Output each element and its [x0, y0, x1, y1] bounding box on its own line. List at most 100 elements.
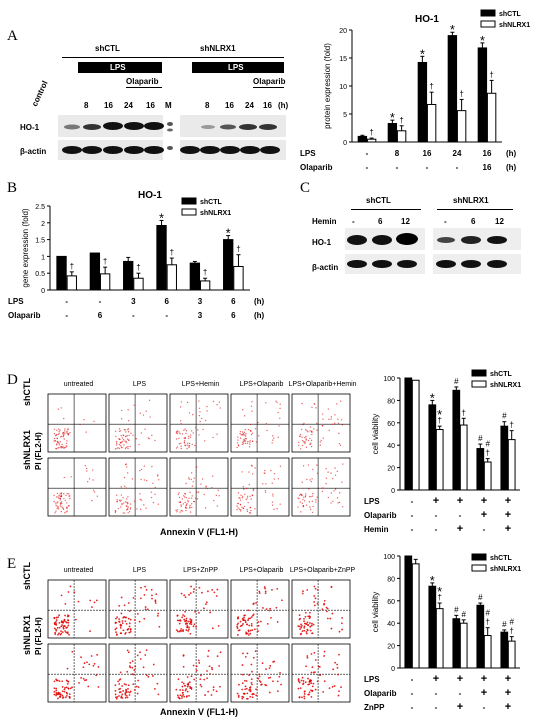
flow-dot: [66, 682, 69, 685]
flow-dot: [125, 487, 127, 489]
flow-dot: [62, 433, 64, 435]
flow-dot: [239, 430, 242, 433]
flow-dot: [125, 622, 128, 625]
flow-condition-title: LPS+Olaparib+Hemin: [288, 381, 356, 388]
flow-dot: [65, 511, 67, 513]
flow-dot: [88, 478, 91, 480]
flow-dot: [54, 631, 57, 634]
flow-dot: [117, 680, 120, 683]
flow-dot: [213, 499, 215, 502]
flow-dot: [276, 621, 279, 623]
flow-dot: [323, 603, 325, 606]
flow-dot: [250, 498, 252, 500]
flow-dot: [248, 446, 251, 448]
bar: [428, 585, 437, 669]
flow-dot: [67, 619, 69, 621]
flow-dot: [186, 626, 189, 629]
flow-dot: [190, 430, 193, 432]
flow-dot: [63, 476, 65, 479]
flow-dot: [143, 504, 145, 506]
flow-dot: [311, 500, 314, 503]
flow-dot: [67, 428, 69, 430]
flow-dot: [58, 494, 60, 497]
flow-dot: [155, 593, 158, 596]
flow-dot: [178, 630, 181, 633]
flow-dot: [139, 658, 142, 660]
flow-dot: [330, 586, 333, 588]
flow-dot: [216, 588, 219, 591]
flow-dot: [215, 595, 218, 597]
flow-dot: [313, 403, 315, 405]
flow-dot: [59, 493, 61, 495]
flow-dot: [237, 696, 240, 698]
flow-dot: [59, 497, 62, 499]
flow-dot: [204, 694, 206, 696]
flow-dot: [334, 474, 337, 476]
flow-d-row-shnlrx1: shNLRX1: [22, 429, 32, 470]
flow-dot: [124, 447, 127, 450]
flow-dot: [56, 492, 59, 495]
flow-dot: [247, 634, 250, 636]
flow-dot: [198, 414, 201, 417]
flow-dot: [179, 433, 181, 435]
flow-dot: [338, 442, 341, 445]
flow-dot: [154, 486, 156, 489]
flow-dot: [334, 661, 336, 664]
flow-dot: [125, 431, 127, 433]
flow-dot: [247, 630, 250, 633]
legend-swatch: [471, 369, 487, 377]
flow-dot: [178, 431, 180, 433]
flow-dot: [306, 629, 309, 632]
flow-dot: [57, 506, 59, 508]
flow-dot: [249, 686, 252, 689]
y-tick-label: 100: [383, 554, 395, 561]
flow-dot: [212, 688, 215, 691]
significance-mark: #: [485, 440, 490, 449]
flow-dot: [316, 602, 319, 605]
flow-dot: [211, 486, 213, 489]
flow-dot: [198, 400, 200, 402]
flow-dot: [59, 499, 61, 501]
flow-dot: [187, 682, 190, 685]
table-cell: +: [481, 495, 487, 507]
flow-dot: [205, 486, 207, 488]
flow-dot: [337, 422, 340, 425]
flow-dot: [237, 444, 240, 446]
flow-dot: [273, 478, 276, 480]
flow-dot: [244, 428, 246, 431]
bar: [233, 265, 244, 291]
flow-dot: [189, 504, 191, 507]
flow-dot: [91, 606, 93, 609]
flow-dot: [85, 679, 88, 681]
flow-dot: [144, 606, 147, 608]
flow-dot: [301, 402, 303, 405]
flow-dot: [245, 487, 248, 490]
flow-dot: [55, 691, 58, 694]
flow-dot: [144, 428, 146, 430]
table-row-label: Olaparib: [364, 511, 397, 520]
flow-dot: [311, 406, 313, 409]
flow-dot: [322, 487, 325, 489]
flow-dot: [272, 661, 275, 663]
table-cell: 8: [395, 149, 400, 158]
flow-dot: [271, 501, 274, 503]
flow-dot: [182, 495, 185, 497]
flow-dot: [310, 682, 313, 685]
flow-dot: [53, 494, 55, 497]
flow-dot: [114, 511, 117, 514]
blot-c-hemin-value: 12: [401, 217, 410, 226]
flow-dot: [259, 681, 262, 683]
flow-dot: [146, 479, 148, 482]
flow-dot: [297, 506, 299, 508]
flow-dot: [238, 508, 241, 510]
flow-dot: [241, 431, 244, 433]
bar: [500, 425, 509, 491]
flow-dot: [251, 410, 253, 412]
flow-e-xlabel: Annexin V (FL1-H): [160, 707, 238, 717]
flow-dot: [309, 479, 311, 481]
flow-dot: [93, 662, 96, 665]
flow-dot: [58, 696, 61, 698]
flow-dot: [60, 625, 63, 628]
flow-dot: [247, 609, 250, 612]
flow-dot: [156, 475, 159, 477]
